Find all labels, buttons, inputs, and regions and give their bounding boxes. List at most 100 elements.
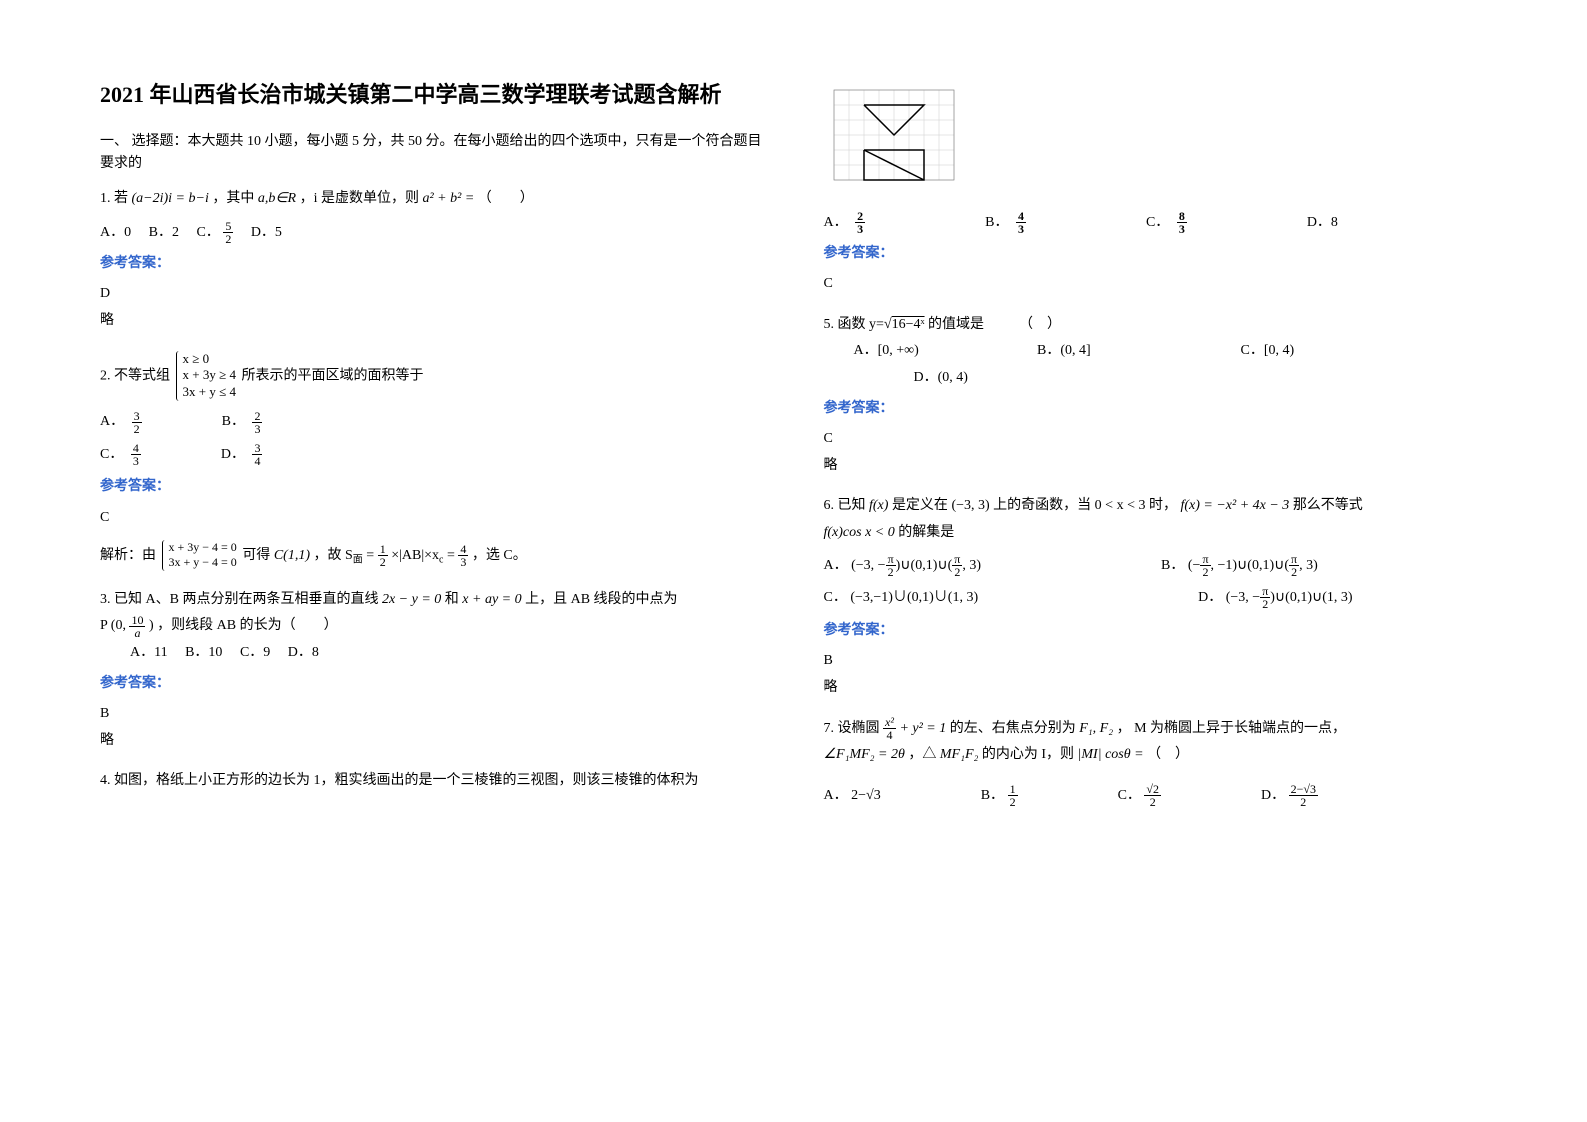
q6-l2b: 的解集是 — [898, 525, 954, 540]
q2-sol-end: ，选 C。 — [472, 547, 527, 562]
q6-cond: 0 < x < 3 — [1095, 498, 1146, 513]
fd: 2 — [1260, 598, 1270, 610]
q1-options: A．0 B．2 C． 5 2 D．5 — [100, 220, 764, 247]
q5-C: C．[0, 4) — [1241, 343, 1295, 358]
q3-A: A．11 — [130, 645, 168, 660]
fd: 2 — [1200, 566, 1210, 578]
q7-paren: （ ） — [1147, 747, 1189, 762]
e: )∪(0,1)∪( — [896, 558, 953, 573]
sl2: 3x + y − 4 = 0 — [169, 555, 237, 571]
e: (−3,−1)∪(0,1)∪(1, 3) — [850, 590, 978, 605]
q1-optC-frac: 5 2 — [223, 220, 233, 245]
lD: D． — [1261, 788, 1285, 803]
q2-answer-label: 参考答案： — [100, 474, 764, 501]
q1-expr3: a² + b² = — [422, 191, 474, 206]
q3-options: A．11 B．10 C．9 D．8 — [130, 640, 764, 667]
q2-sol-sc: c — [439, 554, 443, 565]
fn: π — [1289, 553, 1299, 566]
q3-suffix: ，则线段 AB 的长为（ ） — [157, 618, 337, 633]
q4-C-label: C． — [1146, 215, 1169, 230]
q2-optA: A． 32 — [100, 409, 142, 436]
q2-system: x ≥ 0 x + 3y ≥ 4 3x + y ≤ 4 — [176, 351, 236, 402]
q3-brief: 略 — [100, 728, 764, 755]
lB: B． — [981, 788, 1004, 803]
fd: 3 — [855, 223, 865, 235]
q5-options: A．[0, +∞) B．(0, 4] C．[0, 4) D．(0, 4) — [854, 338, 1488, 391]
q6-fx: f(x) = −x² + 4x − 3 — [1180, 498, 1289, 513]
q1-optB: B．2 — [149, 225, 179, 240]
q1-optA: A．0 — [100, 225, 131, 240]
q2-D-label: D． — [221, 447, 245, 462]
q2-sol-system: x + 3y − 4 = 0 3x + y − 4 = 0 — [162, 540, 237, 571]
q6-suffix: 那么不等式 — [1293, 498, 1363, 513]
fd: 3 — [1016, 223, 1026, 235]
e: 2−√3 — [851, 788, 881, 803]
question-7: 7. 设椭圆 x²4 + y² = 1 的左、右焦点分别为 F₁, F₂ ， M… — [824, 716, 1488, 810]
q5-prefix: 5. 函数 y= — [824, 317, 884, 332]
q5-brief: 略 — [824, 453, 1488, 480]
q3-B: B．10 — [185, 645, 222, 660]
q1-expr2: a,b∈R — [258, 191, 296, 206]
q6-l2a: f(x)cos x < 0 — [824, 525, 895, 540]
q1-paren: （ ） — [478, 191, 534, 206]
q5-A: A．[0, +∞) — [854, 338, 1034, 365]
q7-prefix: 7. 设椭圆 — [824, 721, 880, 736]
q6-m2: 上的奇函数，当 — [993, 498, 1091, 513]
q3-C: C．9 — [240, 645, 270, 660]
q6-f: f(x) — [869, 498, 888, 513]
fd: a — [129, 627, 145, 639]
q6-m3: 时， — [1149, 498, 1177, 513]
q7-l2e: |MI| cosθ = — [1078, 747, 1144, 762]
q1-text: 1. 若 (a−2i)i = b−i ，其中 a,b∈R ，i 是虚数单位，则 … — [100, 186, 764, 213]
q6-brief: 略 — [824, 675, 1488, 702]
q3-answer-label: 参考答案： — [100, 671, 764, 698]
fd: 2 — [1144, 796, 1161, 808]
q3-D: D．8 — [288, 645, 319, 660]
q7-options: A． 2−√3 B． 12 C． √22 D． 2−√32 — [824, 783, 1488, 810]
q3-line2: P (0, 10a ) ，则线段 AB 的长为（ ） — [100, 613, 764, 640]
q2-sol-mid1: 可得 — [242, 547, 274, 562]
q4-options: A． 23 B． 43 C． 83 D．8 — [824, 210, 1488, 237]
q2-solution: 解析：由 x + 3y − 4 = 0 3x + y − 4 = 0 可得 C(… — [100, 538, 764, 573]
q7-optA: A． 2−√3 — [824, 783, 881, 810]
q2-optB: B． 23 — [222, 409, 263, 436]
q2-prefix: 2. 不等式组 — [100, 368, 170, 383]
q5-text: 5. 函数 y=√16−4ˣ 的值域是 （ ） — [824, 312, 1488, 339]
q4-optB: B． 43 — [985, 210, 1026, 237]
q6-optD: D． (−3, −π2)∪(0,1)∪(1, 3) — [1198, 585, 1352, 612]
question-5: 5. 函数 y=√16−4ˣ 的值域是 （ ） A．[0, +∞) B．(0, … — [824, 312, 1488, 480]
q6-text: 6. 已知 f(x) 是定义在 (−3, 3) 上的奇函数，当 0 < x < … — [824, 493, 1488, 520]
q7-optC: C． √22 — [1118, 783, 1161, 810]
fd: 2 — [1008, 796, 1018, 808]
q6-optA: A． (−3, −π2)∪(0,1)∪(π2, 3) — [824, 553, 982, 580]
q1-brief: 略 — [100, 308, 764, 335]
fd: 3 — [131, 455, 141, 467]
q3-p-open: (0, — [111, 618, 130, 633]
fd: 3 — [458, 556, 468, 568]
q2-sol-eq2: = — [447, 547, 458, 562]
q7-l2c: MF₁F₂ — [940, 747, 979, 762]
fd: 3 — [1177, 223, 1187, 235]
q6-m1: 是定义在 — [892, 498, 948, 513]
fd: 2 — [952, 566, 962, 578]
q2-answer: C — [100, 505, 764, 532]
exam-title: 2021 年山西省长治市城关镇第二中学高三数学理联考试题含解析 — [100, 80, 764, 111]
q4-answer-label: 参考答案： — [824, 241, 1488, 268]
q1-optC-label: C． — [196, 225, 219, 240]
q7-l2a: ∠F₁MF₂ = 2θ — [824, 747, 905, 762]
fd: 4 — [252, 455, 262, 467]
q3-e2: x + ay = 0 — [462, 592, 521, 607]
e: , 3) — [1299, 558, 1318, 573]
q4-optC: C． 83 — [1146, 210, 1187, 237]
fd: 2 — [886, 566, 896, 578]
q4-optD: D．8 — [1307, 210, 1338, 237]
q7-optB: B． 12 — [981, 783, 1018, 810]
question-4-rest: A． 23 B． 43 C． 83 D．8 参考答案： C — [824, 210, 1488, 298]
q3-answer: B — [100, 701, 764, 728]
q7-m1: 的左、右焦点分别为 — [950, 721, 1076, 736]
q1-mid2: ，i 是虚数单位，则 — [300, 191, 419, 206]
lC: C． — [1118, 788, 1141, 803]
q5-suffix: 的值域是 （ ） — [928, 317, 1061, 332]
q7-optD: D． 2−√32 — [1261, 783, 1318, 810]
q4-A-label: A． — [824, 215, 848, 230]
